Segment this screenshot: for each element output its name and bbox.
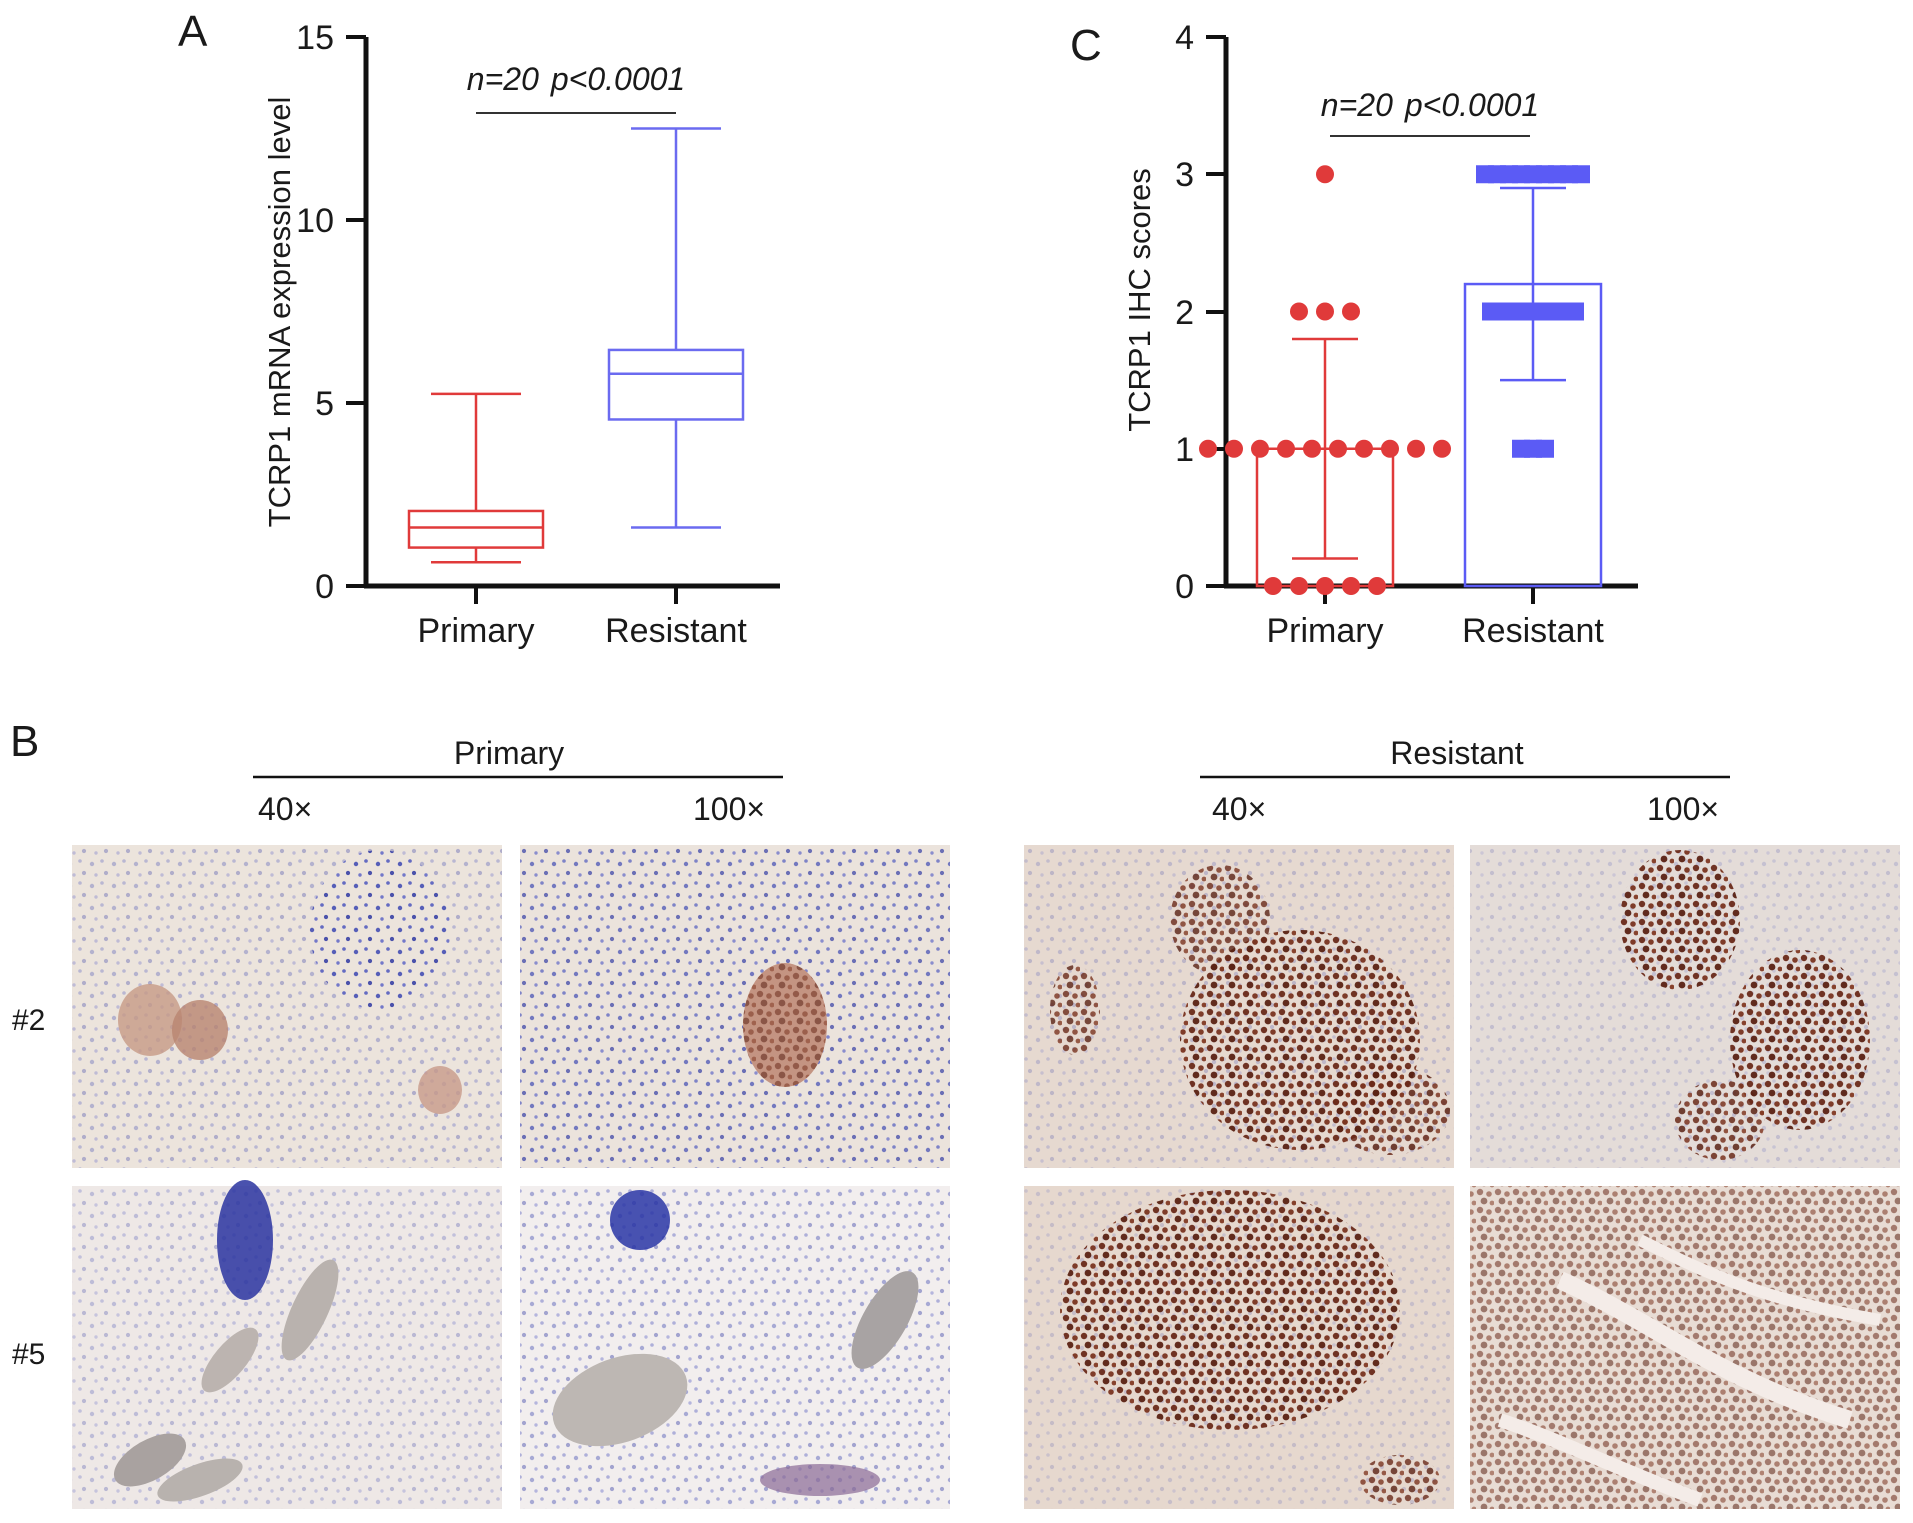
panel-label-b: B xyxy=(10,717,39,766)
data-point xyxy=(1316,302,1334,321)
panel-c-y-tick-label: 4 xyxy=(1175,19,1194,57)
data-point xyxy=(1303,439,1321,458)
box-primary xyxy=(407,509,545,549)
panel-b: B Primary 40× 100× Resistant 40× 100× #2… xyxy=(10,717,1900,1509)
row-label: #5 xyxy=(12,1338,45,1371)
panel-c-y-tick-label: 0 xyxy=(1175,568,1194,606)
data-point xyxy=(1290,577,1308,595)
micrograph-resistant-5-100x xyxy=(1470,1186,1900,1509)
magnification-label: 100× xyxy=(1647,791,1719,827)
micrograph-primary-2-100x xyxy=(520,845,950,1168)
data-point xyxy=(1566,302,1584,321)
magnification-label: 100× xyxy=(693,791,765,827)
panel-c-bars xyxy=(1255,186,1603,588)
data-point xyxy=(1536,439,1554,458)
panel-label-c: C xyxy=(1070,21,1102,70)
panel-c: C 0 1 2 3 4 Primary Resistant TCRP1 IHC … xyxy=(1070,19,1638,650)
panel-a-boxes xyxy=(407,127,745,564)
data-point xyxy=(1368,577,1386,595)
data-point xyxy=(1342,577,1360,595)
row-label: #2 xyxy=(12,1004,45,1037)
micrograph-primary-5-100x xyxy=(520,1186,950,1509)
group-title-resistant: Resistant xyxy=(1390,735,1524,771)
magnification-label: 40× xyxy=(258,791,312,827)
micrograph-resistant-2-100x xyxy=(1470,845,1900,1168)
data-point xyxy=(1277,439,1295,458)
box-resistant xyxy=(607,348,745,421)
micrograph-primary-5-40x xyxy=(72,1180,502,1509)
panel-a: A 0 5 10 15 Primary Resistant TCRP1 mRNA… xyxy=(178,7,780,650)
panel-a-x-tick-label: Primary xyxy=(417,612,534,650)
panel-a-significance: n=20 p<0.0001 xyxy=(467,61,685,97)
data-point xyxy=(1264,577,1282,595)
panel-a-y-tick-label: 15 xyxy=(296,19,334,57)
micrograph-primary-2-40x xyxy=(72,845,502,1168)
data-point xyxy=(1572,165,1590,184)
panel-a-x-tick-label: Resistant xyxy=(605,612,747,650)
panel-c-x-tick-label: Primary xyxy=(1266,612,1383,650)
data-point xyxy=(1199,439,1217,458)
panel-c-significance: n=20 p<0.0001 xyxy=(1321,87,1539,123)
data-point xyxy=(1433,439,1451,458)
micrograph-resistant-5-40x xyxy=(1024,1186,1454,1509)
panel-c-y-tick-label: 3 xyxy=(1175,156,1194,194)
group-title-primary: Primary xyxy=(454,735,564,771)
micrograph-resistant-2-40x xyxy=(1024,845,1454,1168)
panel-c-points xyxy=(1199,165,1590,595)
panel-c-x-tick-label: Resistant xyxy=(1462,612,1604,650)
data-point xyxy=(1381,439,1399,458)
data-point xyxy=(1290,302,1308,321)
panel-c-y-tick-label: 2 xyxy=(1175,294,1194,332)
panel-a-y-tick-label: 5 xyxy=(315,385,334,423)
data-point xyxy=(1329,439,1347,458)
data-point xyxy=(1407,439,1425,458)
data-point xyxy=(1225,439,1243,458)
panel-a-y-tick-label: 0 xyxy=(315,568,334,606)
magnification-label: 40× xyxy=(1212,791,1266,827)
panel-c-y-axis-label: TCRP1 IHC scores xyxy=(1122,168,1157,432)
panel-c-y-tick-label: 1 xyxy=(1175,431,1194,469)
panel-a-axes xyxy=(346,35,780,604)
data-point xyxy=(1342,302,1360,321)
panel-a-y-axis-label: TCRP1 mRNA expression level xyxy=(262,97,297,528)
panel-label-a: A xyxy=(178,7,208,56)
data-point xyxy=(1251,439,1269,458)
panel-a-y-tick-label: 10 xyxy=(296,202,334,240)
data-point xyxy=(1316,165,1334,184)
data-point xyxy=(1316,577,1334,595)
data-point xyxy=(1355,439,1373,458)
